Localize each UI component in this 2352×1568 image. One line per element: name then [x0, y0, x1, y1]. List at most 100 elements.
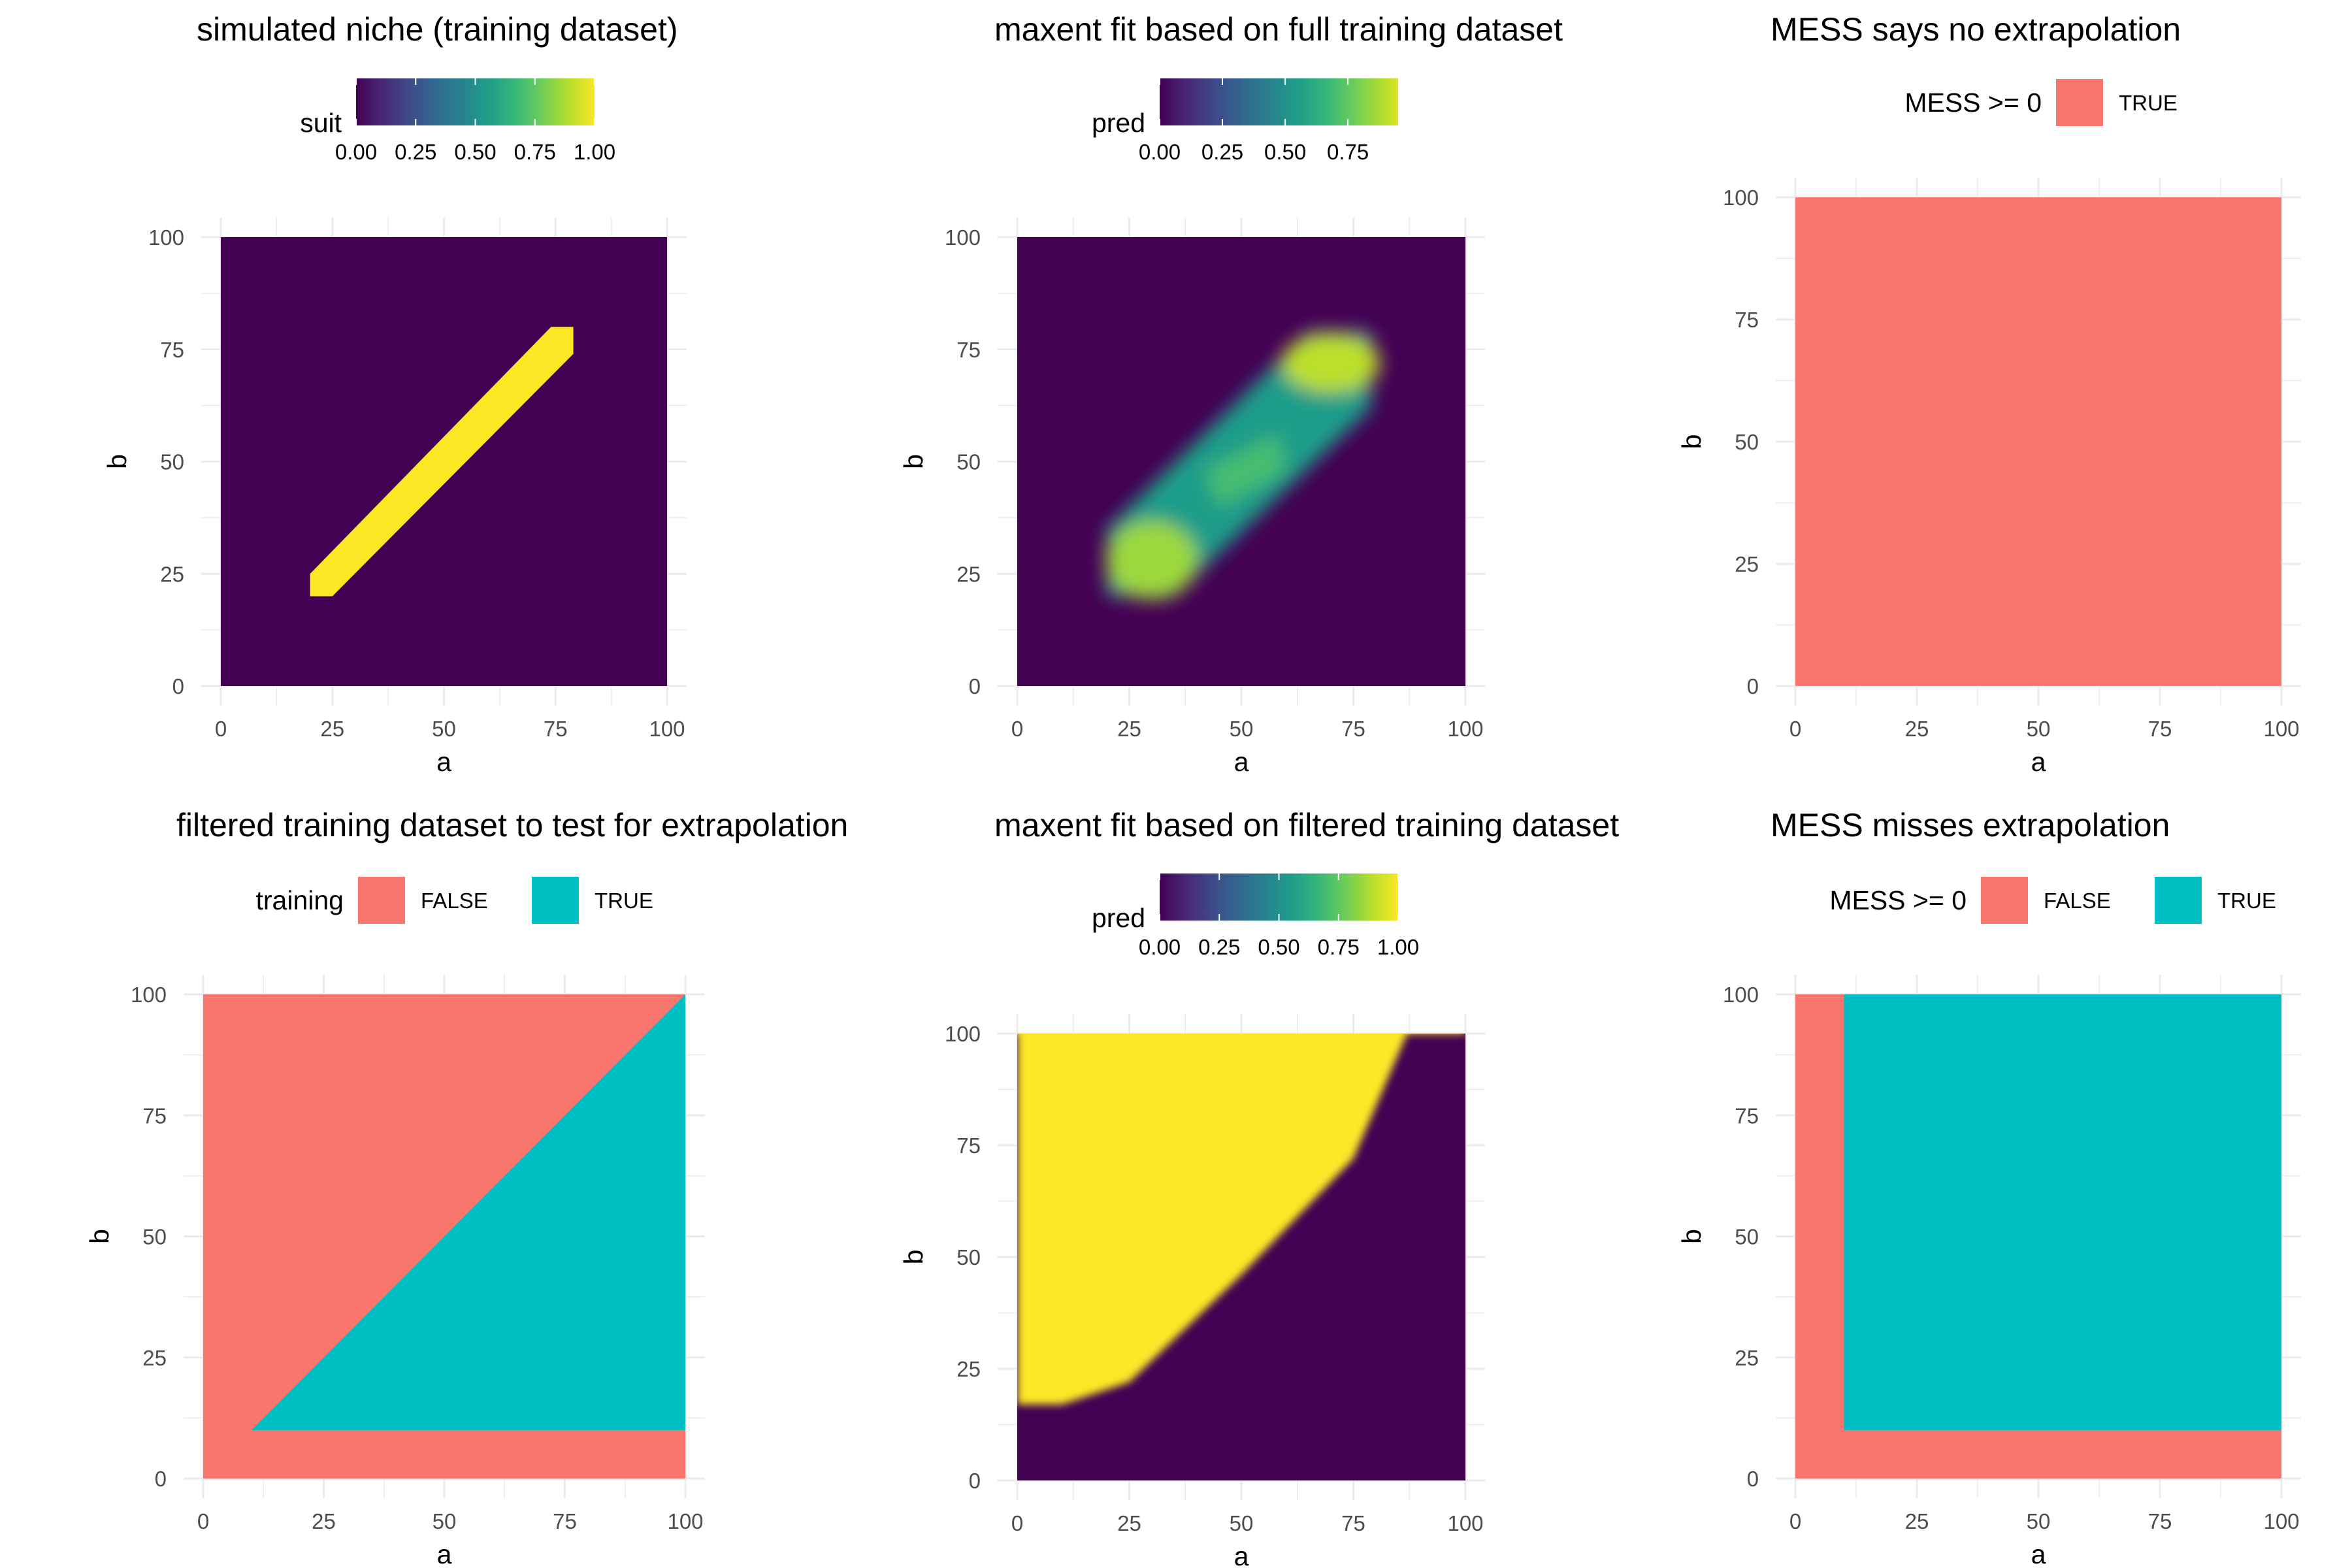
y-tick-label: 75: [1735, 1103, 1759, 1128]
colorbar-label: 0.75: [1318, 935, 1360, 959]
tick-labels: 0 0 25 25 50 50 75 75 100 100: [945, 225, 1484, 741]
x-tick-label: 100: [649, 717, 685, 741]
colorbar-label: 0.25: [395, 140, 436, 164]
legend-key-true: [2056, 79, 2103, 126]
y-tick-label: 50: [1735, 1225, 1759, 1249]
x-tick-label: 75: [1341, 1511, 1365, 1535]
legend: MESS >= 0 TRUE: [1904, 79, 2178, 126]
colorbar-label: 0.50: [1258, 935, 1299, 959]
y-tick-label: 25: [1735, 1346, 1759, 1370]
legend-label: TRUE: [2217, 889, 2276, 913]
colorbar-label: 0.75: [1327, 140, 1369, 164]
panel-5: 0 0 25 25 50 50 75 75 100 100 a b maxent fit based o…: [898, 807, 1619, 1568]
x-axis-label: a: [2031, 1539, 2046, 1568]
y-tick-label: 0: [172, 674, 184, 698]
x-tick-label: 0: [197, 1509, 209, 1533]
colorbar-label: 0.75: [514, 140, 556, 164]
panel-title: maxent fit based on full training datase…: [994, 11, 1563, 48]
y-tick-label: 25: [1735, 552, 1759, 576]
panel-title: simulated niche (training dataset): [197, 11, 678, 48]
x-tick-label: 50: [1230, 717, 1254, 741]
y-tick-label: 0: [969, 1469, 981, 1493]
y-axis-label: b: [898, 1250, 928, 1265]
legend: MESS >= 0 FALSE TRUE: [1829, 877, 2276, 924]
x-tick-label: 100: [1447, 717, 1483, 741]
y-tick-label: 100: [945, 1022, 981, 1046]
tick-labels: 0 0 25 25 50 50 75 75 100 100: [131, 983, 704, 1533]
prediction-peak: [1105, 521, 1198, 600]
colorbar-label: 0.25: [1201, 140, 1243, 164]
legend-key-true: [532, 877, 579, 924]
x-tick-label: 0: [1011, 1511, 1023, 1535]
panel-2: 0 0 25 25 50 50 75 75 100 100 a b maxent fit based o…: [898, 11, 1563, 777]
y-axis-label: b: [1676, 434, 1707, 449]
y-tick-label: 75: [160, 338, 184, 362]
x-tick-label: 75: [553, 1509, 577, 1533]
y-tick-label: 100: [148, 225, 184, 250]
y-tick-label: 0: [1747, 1467, 1759, 1491]
y-tick-label: 100: [1723, 983, 1759, 1007]
panel-6: 0 0 25 25 50 50 75 75 100 100 a b MESS misses extrap…: [1676, 807, 2301, 1568]
tick-labels: 0 0 25 25 50 50 75 75 100 100: [1723, 983, 2300, 1533]
colorbar: [1160, 78, 1398, 125]
y-tick-label: 0: [1747, 674, 1759, 698]
x-tick-label: 50: [2027, 717, 2051, 741]
region-true: [1795, 197, 2281, 686]
y-tick-label: 50: [160, 450, 184, 474]
y-tick-label: 75: [142, 1103, 167, 1128]
tick-labels: 0 0 25 25 50 50 75 75 100 100: [945, 1022, 1484, 1535]
legend-title: MESS >= 0: [1829, 885, 1967, 915]
y-tick-label: 75: [956, 338, 981, 362]
x-tick-label: 75: [1341, 717, 1365, 741]
x-tick-label: 50: [1230, 1511, 1254, 1535]
y-tick-label: 25: [956, 1357, 981, 1381]
panel-title: filtered training dataset to test for ex…: [176, 807, 848, 843]
y-tick-label: 25: [956, 562, 981, 586]
tick-labels: 0 0 25 25 50 50 75 75 100 100: [148, 225, 685, 741]
x-tick-label: 100: [1447, 1511, 1483, 1535]
x-axis-label: a: [1234, 1541, 1249, 1568]
legend-title: suit: [300, 108, 342, 138]
x-axis-label: a: [2031, 747, 2046, 777]
x-tick-label: 100: [2263, 717, 2299, 741]
y-tick-label: 0: [155, 1467, 167, 1491]
x-axis-label: a: [436, 747, 451, 777]
x-tick-label: 0: [1789, 1509, 1801, 1533]
colorbar-label: 0.25: [1198, 935, 1240, 959]
legend-label: FALSE: [2044, 889, 2111, 913]
x-tick-label: 75: [2148, 1509, 2172, 1533]
region-true: [1844, 994, 2281, 1430]
legend-label: TRUE: [2119, 91, 2178, 115]
legend-label: FALSE: [421, 889, 488, 913]
x-tick-label: 50: [432, 717, 456, 741]
panel-1: 0 0 25 25 50 50 75 75 100 100 a b simulated niche (t…: [102, 11, 687, 777]
x-tick-label: 25: [1117, 1511, 1141, 1535]
x-tick-label: 50: [2027, 1509, 2051, 1533]
y-tick-label: 100: [945, 225, 981, 250]
prediction-high-region: [1017, 1034, 1465, 1405]
panel-3: 0 0 25 25 50 50 75 75 100 100 a b MESS says no extra…: [1676, 11, 2301, 777]
y-tick-label: 75: [956, 1134, 981, 1158]
panel-title: MESS says no extrapolation: [1771, 11, 2181, 48]
colorbar: [1160, 874, 1398, 921]
y-tick-label: 0: [969, 674, 981, 698]
prediction-peak: [1282, 333, 1380, 393]
x-tick-label: 25: [1905, 717, 1929, 741]
panel-4: 0 0 25 25 50 50 75 75 100 100 a b filtered training …: [84, 807, 848, 1568]
panel-title: maxent fit based on filtered training da…: [994, 807, 1619, 843]
x-tick-label: 0: [1789, 717, 1801, 741]
y-tick-label: 50: [142, 1225, 167, 1249]
colorbar-label: 1.00: [1377, 935, 1419, 959]
x-tick-label: 100: [667, 1509, 703, 1533]
tick-labels: 0 0 25 25 50 50 75 75 100 100: [1723, 186, 2300, 741]
x-tick-label: 100: [2263, 1509, 2299, 1533]
x-tick-label: 50: [433, 1509, 457, 1533]
legend: training FALSE TRUE: [256, 877, 653, 924]
y-tick-label: 100: [1723, 186, 1759, 210]
region-true: [251, 994, 685, 1430]
y-axis-label: b: [898, 454, 928, 469]
prediction-mid: [1205, 434, 1286, 507]
